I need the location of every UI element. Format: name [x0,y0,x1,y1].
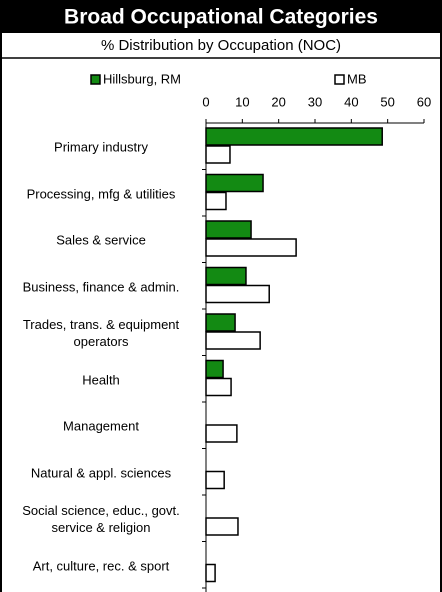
bar [205,145,231,164]
bar [205,127,383,146]
bar [205,331,261,350]
chart-subtitle: % Distribution by Occupation (NOC) [101,37,341,54]
category-label: Processing, mfg & utilities [26,186,176,201]
bar [205,313,236,332]
category-label: Management [63,418,139,434]
category-label: Art, culture, rec. & sport [32,558,170,573]
category-label: Trades, trans. & equipment operators [22,317,180,349]
bar [205,238,297,257]
category-label: Sales & service [56,232,146,248]
x-tick-label: 60 [417,94,431,109]
legend-swatch [334,74,345,85]
legend-label: MB [347,71,367,86]
header [1,1,441,33]
bar [205,563,216,583]
category-label: Social science, educ., govt. service & r… [22,503,180,535]
bar [205,377,232,397]
x-tick-label: 20 [271,94,285,109]
category-label: Business, finance & admin. [22,279,180,294]
bar [205,424,238,443]
category-label: Natural & appl. sciences [30,465,172,480]
category-label: Health [82,372,120,387]
bar [205,359,224,379]
legend-swatch [90,74,101,85]
x-tick-label: 10 [235,94,249,109]
x-tick-label: 40 [344,94,358,109]
category-label: Primary industry [54,139,148,155]
bar [205,517,239,536]
bar [205,266,247,286]
bar [205,470,225,490]
chart-title: Broad Occupational Categories [64,6,378,29]
legend-label: Hillsburg, RM [103,71,181,86]
bar [205,220,252,239]
x-tick-label: 30 [308,94,322,109]
bar [205,173,264,193]
x-tick-label: 50 [380,94,394,109]
bar [205,284,270,304]
bar [205,191,227,211]
x-tick-label: 0 [202,94,209,109]
